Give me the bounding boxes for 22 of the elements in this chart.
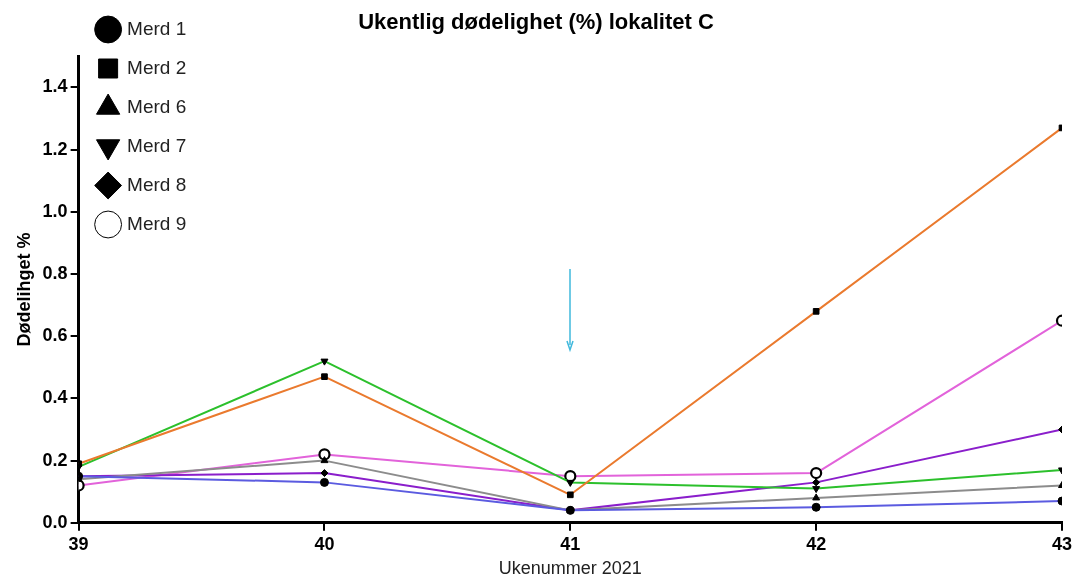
y-tick-label: 1.4: [42, 76, 68, 97]
x-axis-title: Ukenummer 2021: [498, 558, 642, 579]
y-tick-label: 0.2: [42, 449, 68, 470]
x-tick-label: 40: [314, 533, 335, 554]
y-tick-label: 0.4: [42, 387, 68, 408]
y-tick-label: 0.6: [42, 325, 68, 346]
legend-label: Merd 1: [127, 17, 187, 39]
legend-label: Merd 6: [127, 95, 187, 117]
legend-label: Merd 2: [127, 56, 187, 78]
legend-label: Merd 8: [127, 173, 187, 195]
legend-label: Merd 7: [127, 134, 187, 156]
x-tick-label: 39: [68, 533, 89, 554]
y-tick-label: 1.2: [42, 138, 68, 159]
y-tick-label: 0.8: [42, 263, 68, 284]
y-axis-title: Dødelihget %: [13, 232, 34, 347]
chart-title: Ukentlig dødelighet (%) lokalitet C: [358, 9, 714, 35]
y-tick-label: 1.0: [42, 200, 68, 221]
x-tick-label: 41: [560, 533, 581, 554]
x-tick-label: 43: [1051, 533, 1073, 554]
x-tick-label: 42: [806, 533, 827, 554]
legend-label: Merd 9: [127, 212, 187, 234]
y-tick-label: 0.0: [42, 511, 68, 532]
